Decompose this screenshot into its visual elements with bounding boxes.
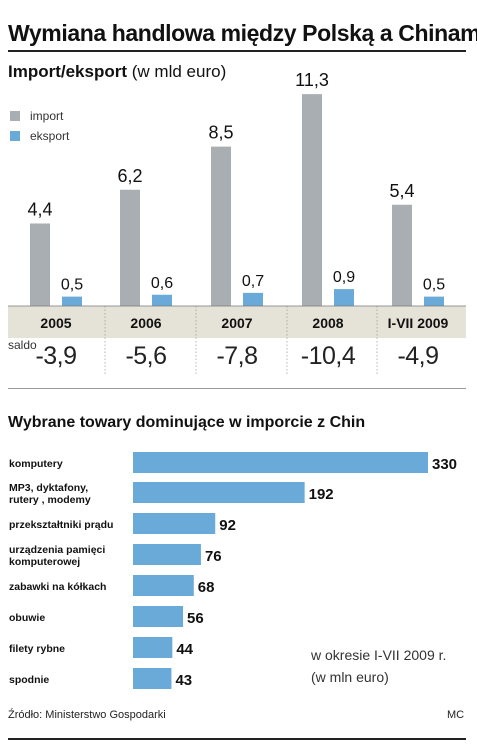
goods-bar [133,544,201,565]
goods-bar [133,513,216,534]
saldo-value: -7,8 [216,342,258,370]
goods-category-label: zabawki na kółkach [9,581,106,593]
import-bar [120,189,140,306]
import-bar [30,223,50,306]
legend-import-swatch [10,111,20,121]
goods-bar [133,575,194,596]
year-label: 2005 [40,315,71,331]
eksport-bar [152,294,172,306]
year-label: 2007 [221,315,252,331]
eksport-value-label: 0,9 [333,269,355,286]
legend-eksport-label: eksport [30,129,70,143]
goods-bar [133,637,173,658]
year-label: 2006 [130,315,161,331]
goods-bar [133,606,184,627]
goods-value-label: 44 [176,641,193,658]
source-note: Źródło: Ministerstwo Gospodarki [8,709,166,721]
eksport-value-label: 0,7 [242,273,264,290]
import-value-label: 11,3 [295,70,329,90]
goods-category-label: MP3, dyktafony, [9,482,88,494]
goods-value-label: 68 [198,579,215,596]
goods-bar [133,452,428,473]
author-credit: MC [447,709,465,721]
legend-eksport-swatch [10,131,20,141]
goods-value-label: 192 [309,486,334,503]
eksport-value-label: 0,5 [423,277,445,294]
saldo-value: -5,6 [125,342,167,370]
eksport-bar [243,292,263,306]
title-rule [8,50,466,52]
year-band [8,306,466,338]
section1-title: Import/eksport (w mld euro) [8,62,226,82]
main-title: Wymiana handlowa między Polską a Chinami [8,20,477,46]
section-separator [8,388,466,389]
saldo-label: saldo [8,338,37,352]
unit-note-line2: (w mln euro) [311,669,389,685]
year-label: I-VII 2009 [388,315,449,331]
goods-bar [133,668,172,689]
import-bar [302,94,322,306]
goods-category-label: rutery , modemy [9,494,91,506]
goods-value-label: 92 [219,517,236,534]
saldo-value: -10,4 [300,342,356,370]
import-value-label: 5,4 [389,181,414,201]
eksport-bar [334,289,354,306]
section1-unit: (w mld euro) [131,62,227,81]
import-bar [392,204,412,306]
import-value-label: 8,5 [208,123,233,143]
goods-value-label: 56 [187,610,204,627]
import-bar [211,146,231,306]
goods-category-label: spodnie [9,674,49,686]
eksport-value-label: 0,6 [151,275,173,292]
goods-category-label: obuwie [9,612,45,624]
legend-import-label: import [30,109,64,123]
saldo-value: -4,9 [397,342,439,370]
unit-note: w okresie I-VII 2009 r. (w mln euro) [311,644,446,688]
goods-value-label: 43 [175,672,192,689]
goods-category-label: urządzenia pamięci [9,544,105,556]
goods-category-label: filety rybne [9,643,65,655]
goods-bar [133,482,305,503]
goods-category-label: przekształtniki prądu [9,519,113,531]
import-value-label: 4,4 [27,200,52,220]
section2-title: Wybrane towary dominujące w imporcie z C… [8,414,366,431]
unit-note-line1: w okresie I-VII 2009 r. [311,647,447,663]
goods-chart: 330 komputery 192 MP3, dyktafony,rutery , m… [9,452,457,689]
import-value-label: 6,2 [117,166,142,186]
eksport-bar [62,296,82,306]
goods-value-label: 330 [432,456,457,473]
import-export-chart: 4,4 0,5 2005 6,2 0,6 2006 8,5 0,7 2007 11,3 0,9 200… [8,70,466,376]
saldo-value: -3,9 [35,342,77,370]
eksport-bar [424,296,444,306]
goods-category-label: komputerowej [9,556,80,568]
bottom-rule [8,738,466,740]
year-label: 2008 [312,315,343,331]
eksport-value-label: 0,5 [61,277,83,294]
goods-category-label: komputery [9,458,63,470]
section1-title-text: Import/eksport [8,62,128,81]
goods-value-label: 76 [205,548,222,565]
